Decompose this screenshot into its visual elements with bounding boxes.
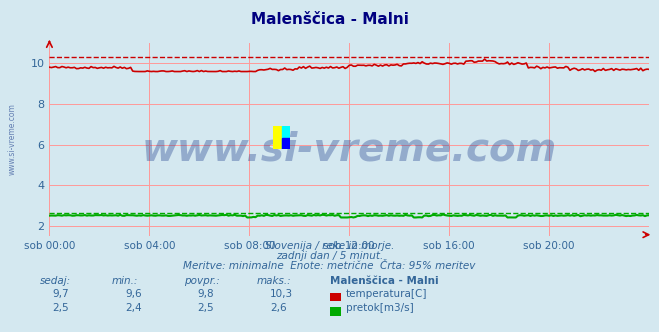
Text: 9,8: 9,8	[198, 289, 214, 299]
Text: min.:: min.:	[112, 276, 138, 286]
Text: www.si-vreme.com: www.si-vreme.com	[142, 130, 557, 168]
Text: Malenščica - Malni: Malenščica - Malni	[250, 12, 409, 27]
Bar	[282, 126, 290, 149]
Text: Malenščica - Malni: Malenščica - Malni	[330, 276, 438, 286]
Text: 9,7: 9,7	[53, 289, 69, 299]
Text: www.si-vreme.com: www.si-vreme.com	[8, 104, 17, 175]
Text: sedaj:: sedaj:	[40, 276, 71, 286]
Text: zadnji dan / 5 minut.: zadnji dan / 5 minut.	[276, 251, 383, 261]
Text: 2,5: 2,5	[198, 303, 214, 313]
Text: maks.:: maks.:	[257, 276, 292, 286]
Text: 2,4: 2,4	[125, 303, 142, 313]
Bar	[273, 126, 282, 149]
Text: 9,6: 9,6	[125, 289, 142, 299]
Text: 2,6: 2,6	[270, 303, 287, 313]
Bar	[282, 138, 290, 149]
Text: temperatura[C]: temperatura[C]	[346, 289, 428, 299]
Text: Slovenija / reke in morje.: Slovenija / reke in morje.	[265, 241, 394, 251]
Text: 10,3: 10,3	[270, 289, 293, 299]
Text: pretok[m3/s]: pretok[m3/s]	[346, 303, 414, 313]
Text: Meritve: minimalne  Enote: metrične  Črta: 95% meritev: Meritve: minimalne Enote: metrične Črta:…	[183, 261, 476, 271]
Text: povpr.:: povpr.:	[185, 276, 220, 286]
Text: 2,5: 2,5	[53, 303, 69, 313]
